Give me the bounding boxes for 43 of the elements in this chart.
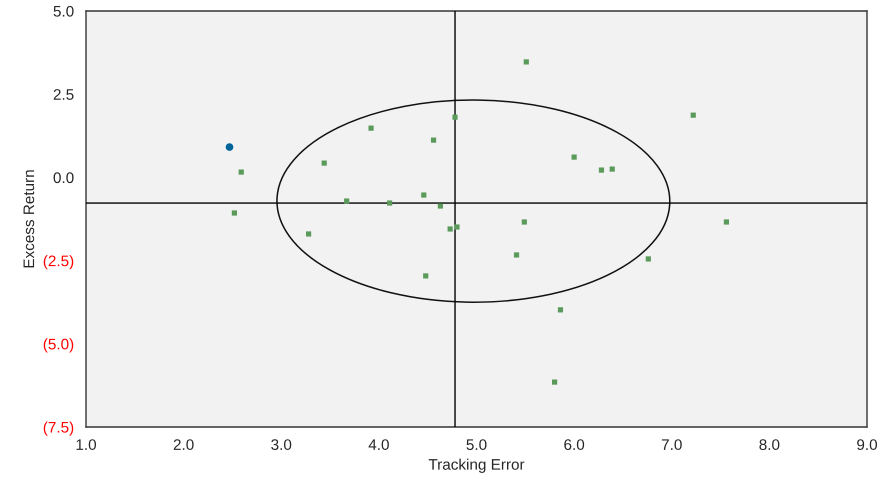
point: [448, 226, 453, 232]
point: [524, 59, 529, 65]
y-tick-label: 2.5: [54, 89, 74, 100]
x-tick-label: 8.0: [759, 439, 780, 450]
point: [423, 273, 428, 279]
point: [430, 138, 436, 143]
x-tick-label: 1.0: [76, 439, 96, 450]
point: [368, 126, 374, 131]
point: [238, 169, 244, 175]
point: [646, 256, 651, 262]
point: [387, 200, 392, 206]
point: [421, 192, 426, 198]
point: [344, 198, 350, 204]
x-tick-label: 9.0: [857, 439, 878, 450]
x-tick-label: 4.0: [368, 439, 389, 450]
point: [598, 167, 604, 173]
point: [610, 166, 615, 172]
point: [572, 154, 577, 160]
x-tick-label: 2.0: [174, 439, 194, 450]
x-tick-label: 3.0: [271, 439, 292, 450]
point: [232, 210, 237, 216]
point: [690, 112, 696, 118]
x-axis-title: Tracking Error: [428, 458, 524, 473]
y-tick-label: (2.5): [44, 255, 74, 270]
y-tick-label: 0.0: [54, 172, 74, 184]
x-tick-label: 6.0: [564, 439, 584, 450]
point: [454, 224, 460, 230]
point: [552, 379, 558, 385]
y-tick-label: 5.0: [54, 6, 74, 17]
point: [452, 114, 458, 120]
point: [306, 231, 312, 237]
point: [522, 219, 527, 225]
y-tick-label: (5.0): [44, 338, 74, 352]
point: [724, 219, 730, 225]
x-tick-label: 5.0: [466, 439, 487, 450]
x-tick-label: 7.0: [662, 439, 682, 450]
point: [226, 143, 234, 151]
point: [322, 160, 327, 166]
point: [558, 307, 564, 312]
y-tick-label: (7.5): [44, 421, 74, 436]
y-axis-title: Excess Return: [24, 170, 34, 268]
point: [514, 252, 520, 258]
point: [438, 203, 443, 209]
